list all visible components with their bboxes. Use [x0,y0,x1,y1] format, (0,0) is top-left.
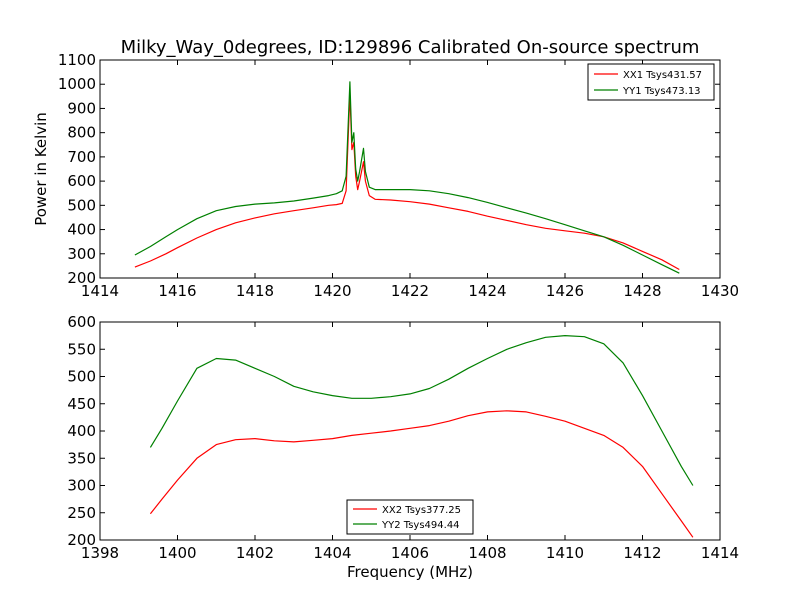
bottom-y-axis: 200 250 300 350 400 450 500 550 600 [67,313,720,549]
bottom-x-axis-label: Frequency (MHz) [347,563,473,581]
top-spectrum-panel: 1414 1416 1418 1420 1422 1424 1426 1428 1430 200… [32,51,739,300]
top-x-tick-label: 1416 [158,282,196,300]
top-series-line-yy [134,81,680,274]
top-y-tick-label: 400 [67,221,96,239]
top-plot-marks [134,81,680,274]
top-y-axis-label: Power in Kelvin [32,112,50,226]
chart-title: Milky_Way_0degrees, ID:129896 Calibrated… [121,37,700,58]
top-y-tick-label: 200 [67,269,96,287]
top-y-tick-label: 1000 [58,75,96,93]
top-y-tick-label: 900 [67,99,96,117]
top-x-tick-label: 1430 [701,282,739,300]
top-y-axis: 200 300 400 500 600 700 800 900 1000 1100 [58,51,720,287]
top-y-tick-label: 800 [67,124,96,142]
top-x-tick-label: 1424 [468,282,506,300]
bottom-x-tick-label: 1408 [468,544,506,562]
bottom-legend-box [346,499,474,535]
top-x-tick-label: 1428 [623,282,661,300]
bottom-legend: XX2 Tsys377.25 YY2 Tsys494.44 [346,499,474,535]
bottom-y-tick-label: 550 [67,340,96,358]
bottom-series-line-yy [149,335,694,486]
bottom-y-tick-label: 450 [67,395,96,413]
top-y-tick-label: 300 [67,245,96,263]
bottom-x-tick-label: 1400 [158,544,196,562]
top-legend-box [587,63,715,101]
bottom-plot-marks [149,335,694,538]
bottom-x-axis: 1398 1400 1402 1404 1406 1408 1410 1412 1414 [81,322,739,562]
top-legend-label-yy1: YY1 Tsys473.13 [622,86,701,97]
top-x-tick-label: 1420 [313,282,351,300]
bottom-series-line-xx [149,410,694,538]
bottom-x-tick-label: 1406 [391,544,429,562]
bottom-x-tick-label: 1410 [546,544,584,562]
bottom-y-tick-label: 400 [67,422,96,440]
bottom-x-tick-label: 1402 [236,544,274,562]
top-x-tick-label: 1418 [236,282,274,300]
top-x-tick-label: 1414 [81,282,119,300]
top-legend-label-xx1: XX1 Tsys431.57 [623,70,702,81]
bottom-legend-label-yy2: YY2 Tsys494.44 [381,520,460,531]
top-y-tick-label: 600 [67,172,96,190]
bottom-y-tick-label: 200 [67,531,96,549]
top-x-tick-label: 1422 [391,282,429,300]
bottom-y-tick-label: 600 [67,313,96,331]
bottom-legend-label-xx2: XX2 Tsys377.25 [382,505,461,516]
bottom-y-tick-label: 350 [67,449,96,467]
bottom-spectrum-panel: 1398 1400 1402 1404 1406 1408 1410 1412 1414 200… [67,313,739,581]
bottom-x-tick-label: 1404 [313,544,351,562]
top-x-axis: 1414 1416 1418 1420 1422 1424 1426 1428 1430 [81,60,739,300]
top-legend: XX1 Tsys431.57 YY1 Tsys473.13 [587,63,715,101]
top-y-tick-label: 500 [67,196,96,214]
bottom-x-tick-label: 1414 [701,544,739,562]
top-y-tick-label: 1100 [58,51,96,69]
top-y-tick-label: 700 [67,148,96,166]
top-series-line-xx [134,93,680,271]
bottom-y-tick-label: 500 [67,368,96,386]
bottom-x-tick-label: 1398 [81,544,119,562]
bottom-x-tick-label: 1412 [623,544,661,562]
top-x-tick-label: 1426 [546,282,584,300]
bottom-y-tick-label: 250 [67,504,96,522]
bottom-y-tick-label: 300 [67,477,96,495]
